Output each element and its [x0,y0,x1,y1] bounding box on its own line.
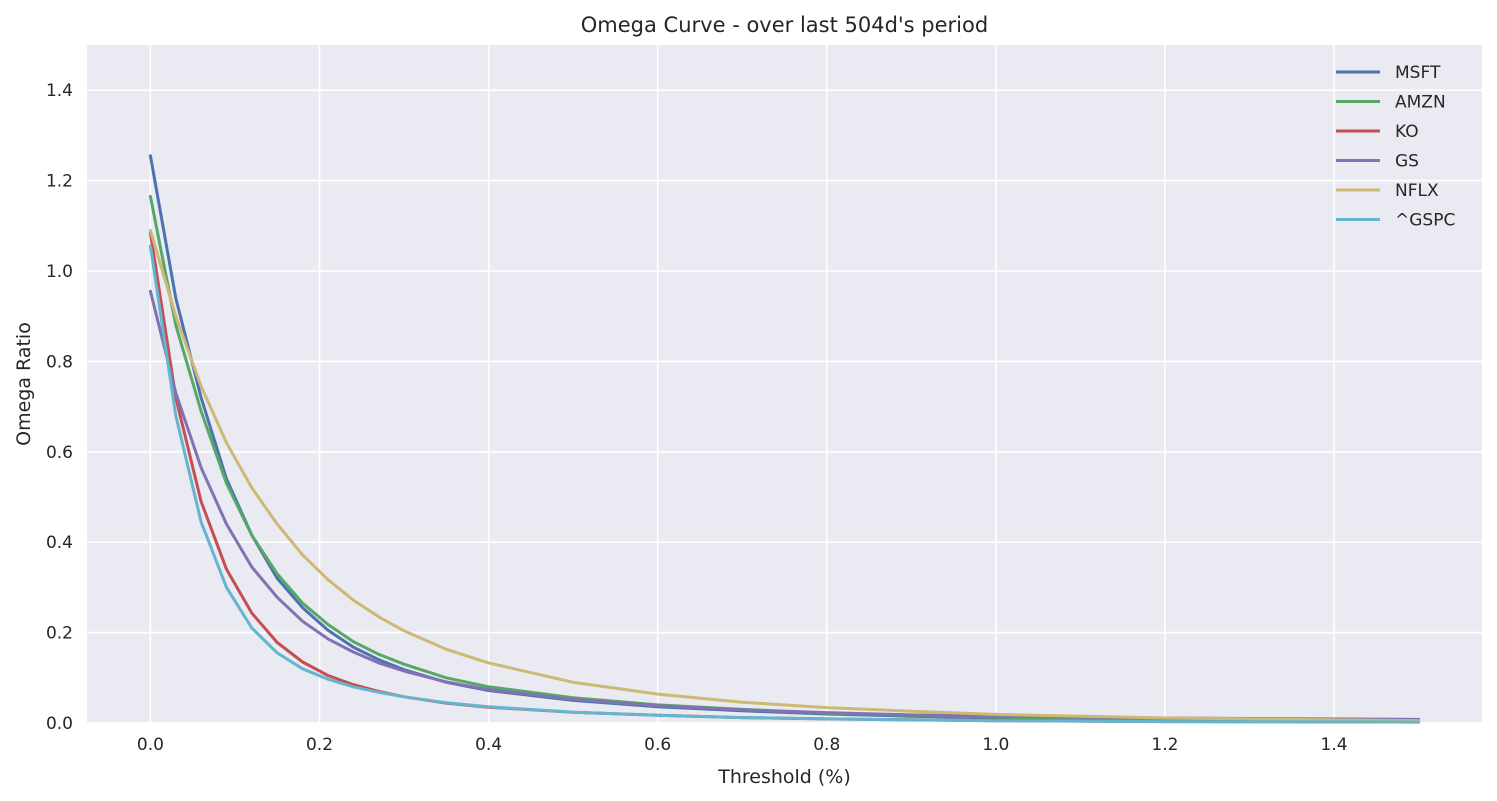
series-lines [148,154,1421,724]
x-tick-label: 0.6 [644,735,671,755]
series-line-gspc [148,244,1421,724]
y-axis-ticks: 0.0 0.2 0.4 0.6 0.8 1.0 1.2 1.4 [46,81,73,734]
y-tick-label: 0.6 [46,443,73,463]
legend-label-amzn: AMZN [1395,93,1446,113]
x-tick-label: 0.8 [813,735,840,755]
legend-label-nflx: NFLX [1395,181,1439,201]
y-tick-label: 0.0 [46,714,73,734]
y-tick-label: 0.2 [46,624,73,644]
y-tick-label: 1.0 [46,262,73,282]
x-axis-title: Threshold (%) [717,766,851,788]
y-tick-label: 1.2 [46,172,73,192]
x-tick-label: 0.0 [137,735,164,755]
plot-area [87,45,1482,723]
legend: MSFT AMZN KO GS NFLX ^GSPC [1336,63,1455,231]
legend-label-ko: KO [1395,122,1419,142]
series-line-nflx [148,228,1421,723]
legend-label-gs: GS [1395,152,1419,172]
x-tick-label: 1.4 [1321,735,1348,755]
x-tick-label: 0.2 [306,735,333,755]
chart-title: Omega Curve - over last 504d's period [581,13,988,37]
y-tick-label: 0.4 [46,533,73,553]
legend-label-msft: MSFT [1395,63,1441,83]
grid [87,45,1482,724]
x-tick-label: 1.2 [1151,735,1178,755]
series-line-gs [148,289,1421,721]
y-axis-title: Omega Ratio [13,322,35,446]
x-tick-label: 0.4 [475,735,502,755]
legend-label-gspc: ^GSPC [1395,211,1455,231]
x-axis-ticks: 0.0 0.2 0.4 0.6 0.8 1.0 1.2 1.4 [137,735,1348,755]
y-tick-label: 0.8 [46,352,73,372]
x-tick-label: 1.0 [982,735,1009,755]
y-tick-label: 1.4 [46,81,73,101]
